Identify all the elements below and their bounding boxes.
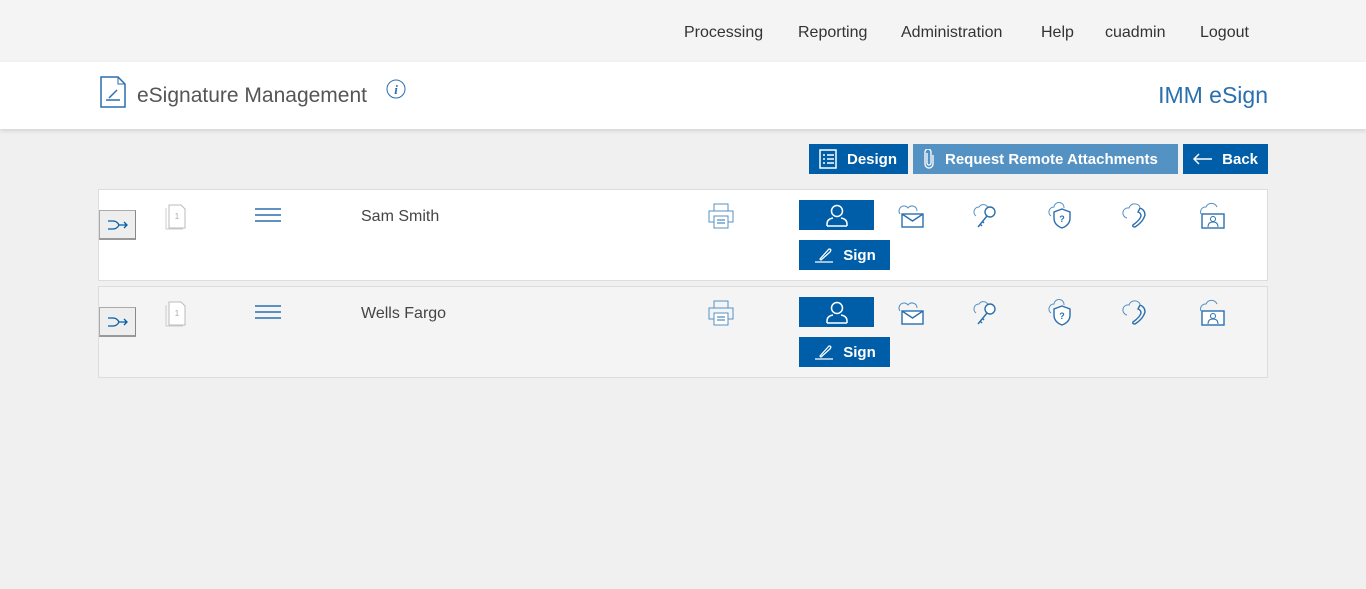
back-button[interactable]: Back: [1183, 144, 1268, 174]
cloud-phone-icon[interactable]: [1121, 299, 1151, 327]
cloud-video-id-icon[interactable]: [1198, 202, 1228, 230]
pages-icon[interactable]: 1: [165, 202, 189, 230]
signer-identity-button[interactable]: [799, 200, 874, 230]
sign-label: Sign: [843, 246, 876, 264]
nav-administration[interactable]: Administration: [901, 24, 1003, 41]
pen-icon: [815, 248, 834, 263]
top-nav: Processing Reporting Administration Help…: [0, 0, 1366, 62]
cloud-security-question-icon[interactable]: ?: [1046, 202, 1076, 230]
pen-icon: [815, 345, 834, 360]
arrow-left-icon: [1193, 153, 1213, 165]
nav-logout[interactable]: Logout: [1200, 24, 1249, 41]
pages-icon[interactable]: 1: [165, 299, 189, 327]
nav-help[interactable]: Help: [1041, 24, 1074, 41]
cloud-key-icon[interactable]: [970, 202, 1000, 230]
page-title: eSignature Management: [137, 84, 367, 107]
nav-processing[interactable]: Processing: [684, 24, 764, 41]
svg-text:1: 1: [175, 309, 180, 318]
menu-icon[interactable]: [255, 207, 281, 223]
sign-label: Sign: [843, 343, 876, 361]
signer-row: 1 Sam Smith Sign ?: [98, 189, 1268, 281]
user-icon: [825, 204, 848, 227]
signer-identity-button[interactable]: [799, 297, 874, 327]
signer-name: Sam Smith: [361, 208, 440, 225]
esignature-document-icon: [100, 76, 126, 108]
route-button[interactable]: [99, 210, 136, 240]
nav-user[interactable]: cuadmin: [1105, 24, 1166, 41]
request-remote-attachments-button[interactable]: Request Remote Attachments: [913, 144, 1178, 174]
cloud-video-id-icon[interactable]: [1198, 299, 1228, 327]
design-label: Design: [847, 150, 898, 168]
nav-reporting[interactable]: Reporting: [798, 24, 868, 41]
merge-arrow-icon: [107, 219, 128, 230]
svg-text:1: 1: [175, 212, 180, 221]
menu-icon[interactable]: [255, 304, 281, 320]
info-icon[interactable]: i: [386, 79, 406, 99]
merge-arrow-icon: [107, 316, 128, 327]
brand-name: IMM eSign: [1158, 82, 1268, 108]
signer-name: Wells Fargo: [361, 305, 447, 322]
back-label: Back: [1222, 150, 1258, 168]
cloud-phone-icon[interactable]: [1121, 202, 1151, 230]
list-document-icon: [819, 149, 837, 169]
cloud-email-icon[interactable]: [895, 299, 925, 327]
route-button[interactable]: [99, 307, 136, 337]
sign-button[interactable]: Sign: [799, 337, 890, 367]
design-button[interactable]: Design: [809, 144, 908, 174]
sign-button[interactable]: Sign: [799, 240, 890, 270]
cloud-email-icon[interactable]: [895, 202, 925, 230]
printer-icon[interactable]: [707, 202, 735, 230]
cloud-security-question-icon[interactable]: ?: [1046, 299, 1076, 327]
request-label: Request Remote Attachments: [945, 150, 1158, 168]
svg-text:?: ?: [1059, 311, 1065, 321]
paperclip-icon: [924, 149, 934, 169]
svg-text:i: i: [394, 82, 398, 97]
cloud-key-icon[interactable]: [970, 299, 1000, 327]
page-header: eSignature Management i IMM eSign: [0, 62, 1366, 129]
svg-text:?: ?: [1059, 214, 1065, 224]
user-icon: [825, 301, 848, 324]
printer-icon[interactable]: [707, 299, 735, 327]
signer-row: 1 Wells Fargo Sign ?: [98, 286, 1268, 378]
